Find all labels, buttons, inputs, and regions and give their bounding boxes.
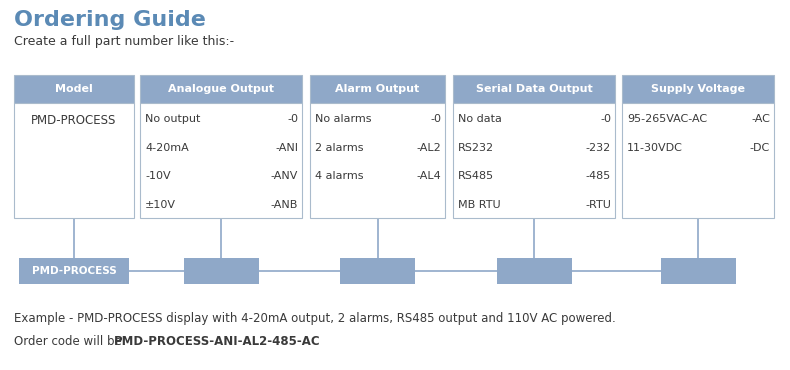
Text: Analogue Output: Analogue Output bbox=[168, 84, 274, 94]
Text: -ANI: -ANI bbox=[275, 142, 298, 152]
Text: No output: No output bbox=[145, 114, 201, 124]
Text: No alarms: No alarms bbox=[315, 114, 371, 124]
Text: -0: -0 bbox=[287, 114, 298, 124]
Text: -0: -0 bbox=[600, 114, 611, 124]
Text: PMD-PROCESS-ANI-AL2-485-AC: PMD-PROCESS-ANI-AL2-485-AC bbox=[114, 335, 321, 348]
Bar bbox=[660, 258, 735, 284]
Text: -232: -232 bbox=[585, 142, 611, 152]
Bar bbox=[140, 103, 302, 218]
Text: RS485: RS485 bbox=[458, 171, 494, 181]
Text: -DC: -DC bbox=[750, 142, 770, 152]
Text: Supply Voltage: Supply Voltage bbox=[651, 84, 745, 94]
Text: -10V: -10V bbox=[145, 171, 171, 181]
Text: PMD-PROCESS: PMD-PROCESS bbox=[32, 114, 117, 128]
Text: -0: -0 bbox=[430, 114, 441, 124]
Text: -ANB: -ANB bbox=[271, 200, 298, 210]
Text: -AL4: -AL4 bbox=[416, 171, 441, 181]
Bar bbox=[14, 103, 134, 218]
Text: ±10V: ±10V bbox=[145, 200, 176, 210]
Text: -AC: -AC bbox=[751, 114, 770, 124]
Text: 95-265VAC-AC: 95-265VAC-AC bbox=[627, 114, 707, 124]
Bar bbox=[310, 75, 445, 103]
Bar bbox=[453, 103, 615, 218]
Text: 4 alarms: 4 alarms bbox=[315, 171, 363, 181]
Text: Alarm Output: Alarm Output bbox=[336, 84, 419, 94]
Bar bbox=[453, 75, 615, 103]
Text: MB RTU: MB RTU bbox=[458, 200, 501, 210]
Bar bbox=[140, 75, 302, 103]
Text: -RTU: -RTU bbox=[585, 200, 611, 210]
Text: Create a full part number like this:-: Create a full part number like this:- bbox=[14, 35, 234, 48]
Text: -485: -485 bbox=[585, 171, 611, 181]
Bar bbox=[622, 103, 774, 218]
Bar bbox=[14, 75, 134, 103]
Text: Ordering Guide: Ordering Guide bbox=[14, 10, 206, 30]
Bar bbox=[183, 258, 258, 284]
Bar bbox=[19, 258, 129, 284]
Text: 2 alarms: 2 alarms bbox=[315, 142, 363, 152]
Text: Order code will be:: Order code will be: bbox=[14, 335, 130, 348]
Bar bbox=[310, 103, 445, 218]
Text: Model: Model bbox=[55, 84, 93, 94]
Bar bbox=[622, 75, 774, 103]
Text: RS232: RS232 bbox=[458, 142, 494, 152]
Bar bbox=[496, 258, 571, 284]
Text: 4-20mA: 4-20mA bbox=[145, 142, 189, 152]
Text: 11-30VDC: 11-30VDC bbox=[627, 142, 683, 152]
Text: Serial Data Output: Serial Data Output bbox=[476, 84, 592, 94]
Text: PMD-PROCESS: PMD-PROCESS bbox=[32, 266, 116, 276]
Text: Example - PMD-PROCESS display with 4-20mA output, 2 alarms, RS485 output and 110: Example - PMD-PROCESS display with 4-20m… bbox=[14, 312, 615, 325]
Text: No data: No data bbox=[458, 114, 502, 124]
Text: -ANV: -ANV bbox=[271, 171, 298, 181]
Text: -AL2: -AL2 bbox=[416, 142, 441, 152]
Bar bbox=[340, 258, 415, 284]
